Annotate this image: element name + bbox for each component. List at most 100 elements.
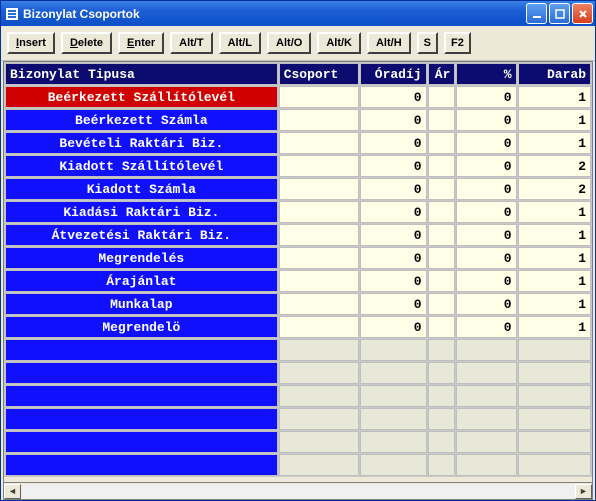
cell-darab[interactable]: 1 (518, 86, 592, 108)
cell-darab[interactable]: 1 (518, 201, 592, 223)
cell-darab[interactable]: 2 (518, 155, 592, 177)
cell-oradij[interactable]: 0 (360, 316, 427, 338)
alt-k-button[interactable]: Alt/K (317, 32, 361, 54)
col-type[interactable]: Bizonylat Tipusa (5, 63, 278, 85)
cell-group[interactable] (279, 155, 359, 177)
cell-oradij[interactable]: 0 (360, 178, 427, 200)
table-row[interactable]: Átvezetési Raktári Biz.001 (5, 224, 591, 246)
table-row[interactable]: Megrendelés001 (5, 247, 591, 269)
f2-button[interactable]: F2 (444, 32, 471, 54)
cell-type[interactable]: Megrendelés (5, 247, 278, 269)
alt-l-button[interactable]: Alt/L (219, 32, 261, 54)
col-group[interactable]: Csoport (279, 63, 359, 85)
cell-ar[interactable] (428, 270, 456, 292)
cell-ar[interactable] (428, 86, 456, 108)
cell-pct[interactable]: 0 (456, 316, 516, 338)
horizontal-scrollbar[interactable]: ◄ ► (3, 483, 593, 500)
cell-ar[interactable] (428, 132, 456, 154)
alt-h-button[interactable]: Alt/H (367, 32, 411, 54)
data-grid[interactable]: Bizonylat Tipusa Csoport Óradíj Ár % Dar… (3, 61, 593, 483)
cell-type[interactable]: Beérkezett Számla (5, 109, 278, 131)
alt-t-button[interactable]: Alt/T (170, 32, 212, 54)
enter-button[interactable]: Enter (118, 32, 164, 54)
minimize-button[interactable] (526, 3, 547, 24)
cell-darab[interactable]: 1 (518, 270, 592, 292)
cell-pct[interactable]: 0 (456, 293, 516, 315)
cell-group[interactable] (279, 109, 359, 131)
cell-type[interactable]: Kiadott Szállítólevél (5, 155, 278, 177)
table-row[interactable]: Bevételi Raktári Biz.001 (5, 132, 591, 154)
col-oradij[interactable]: Óradíj (360, 63, 427, 85)
cell-pct[interactable]: 0 (456, 224, 516, 246)
insert-button[interactable]: Insert (7, 32, 55, 54)
table-row[interactable]: Árajánlat001 (5, 270, 591, 292)
maximize-button[interactable] (549, 3, 570, 24)
cell-pct[interactable]: 0 (456, 155, 516, 177)
cell-darab[interactable]: 1 (518, 316, 592, 338)
table-row[interactable]: Beérkezett Szállítólevél001 (5, 86, 591, 108)
cell-oradij[interactable]: 0 (360, 270, 427, 292)
cell-type[interactable]: Beérkezett Szállítólevél (5, 86, 278, 108)
cell-ar[interactable] (428, 247, 456, 269)
cell-pct[interactable]: 0 (456, 132, 516, 154)
delete-button[interactable]: Delete (61, 32, 112, 54)
cell-oradij[interactable]: 0 (360, 247, 427, 269)
cell-type[interactable]: Átvezetési Raktári Biz. (5, 224, 278, 246)
col-pct[interactable]: % (456, 63, 516, 85)
cell-pct[interactable]: 0 (456, 270, 516, 292)
cell-group[interactable] (279, 224, 359, 246)
cell-pct[interactable]: 0 (456, 86, 516, 108)
col-ar[interactable]: Ár (428, 63, 456, 85)
cell-type[interactable]: Kiadási Raktári Biz. (5, 201, 278, 223)
table-row[interactable]: Kiadási Raktári Biz.001 (5, 201, 591, 223)
cell-oradij[interactable]: 0 (360, 293, 427, 315)
cell-type[interactable]: Munkalap (5, 293, 278, 315)
s-button[interactable]: S (417, 32, 438, 54)
cell-darab[interactable]: 1 (518, 224, 592, 246)
table-row[interactable]: Beérkezett Számla001 (5, 109, 591, 131)
cell-pct[interactable]: 0 (456, 201, 516, 223)
cell-group[interactable] (279, 247, 359, 269)
table-row[interactable]: Kiadott Számla002 (5, 178, 591, 200)
cell-ar[interactable] (428, 178, 456, 200)
cell-darab[interactable]: 1 (518, 247, 592, 269)
cell-type[interactable]: Kiadott Számla (5, 178, 278, 200)
cell-darab[interactable]: 2 (518, 178, 592, 200)
cell-ar[interactable] (428, 155, 456, 177)
scroll-track[interactable] (21, 484, 575, 499)
cell-group[interactable] (279, 86, 359, 108)
cell-pct[interactable]: 0 (456, 247, 516, 269)
table-row[interactable]: Megrendelö001 (5, 316, 591, 338)
alt-o-button[interactable]: Alt/O (267, 32, 311, 54)
cell-ar[interactable] (428, 109, 456, 131)
cell-darab[interactable]: 1 (518, 293, 592, 315)
cell-type[interactable]: Megrendelö (5, 316, 278, 338)
cell-type[interactable]: Bevételi Raktári Biz. (5, 132, 278, 154)
cell-ar[interactable] (428, 201, 456, 223)
close-button[interactable] (572, 3, 593, 24)
cell-group[interactable] (279, 293, 359, 315)
cell-ar[interactable] (428, 316, 456, 338)
cell-oradij[interactable]: 0 (360, 201, 427, 223)
col-darab[interactable]: Darab (518, 63, 592, 85)
cell-group[interactable] (279, 270, 359, 292)
cell-darab[interactable]: 1 (518, 132, 592, 154)
cell-group[interactable] (279, 178, 359, 200)
cell-pct[interactable]: 0 (456, 109, 516, 131)
cell-group[interactable] (279, 316, 359, 338)
scroll-left-button[interactable]: ◄ (4, 484, 21, 499)
cell-pct[interactable]: 0 (456, 178, 516, 200)
table-row[interactable]: Munkalap001 (5, 293, 591, 315)
cell-darab[interactable]: 1 (518, 109, 592, 131)
cell-oradij[interactable]: 0 (360, 109, 427, 131)
table-row[interactable]: Kiadott Szállítólevél002 (5, 155, 591, 177)
cell-ar[interactable] (428, 293, 456, 315)
cell-type[interactable]: Árajánlat (5, 270, 278, 292)
cell-group[interactable] (279, 132, 359, 154)
cell-oradij[interactable]: 0 (360, 86, 427, 108)
scroll-right-button[interactable]: ► (575, 484, 592, 499)
cell-ar[interactable] (428, 224, 456, 246)
cell-oradij[interactable]: 0 (360, 132, 427, 154)
cell-group[interactable] (279, 201, 359, 223)
cell-oradij[interactable]: 0 (360, 224, 427, 246)
